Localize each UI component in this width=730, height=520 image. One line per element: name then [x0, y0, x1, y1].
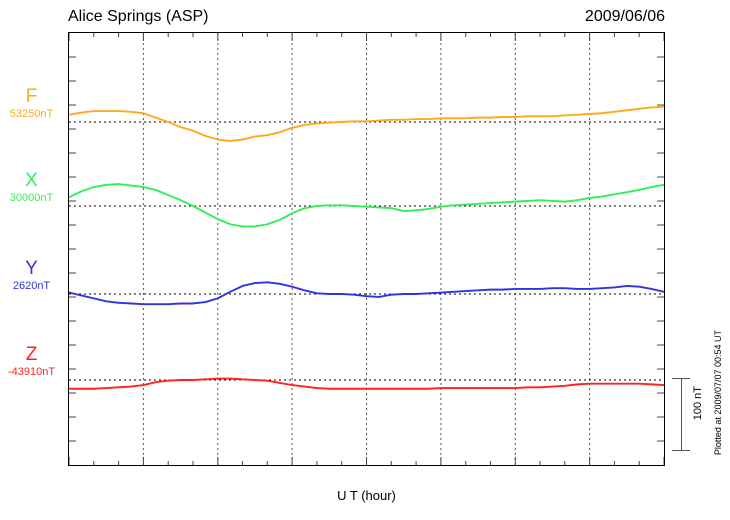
plotted-timestamp: Plotted at 2009/07/07 00:54 UT	[713, 330, 723, 456]
magnetogram-svg	[69, 33, 664, 465]
trace-z	[69, 377, 664, 390]
observation-date: 2009/06/06	[584, 8, 665, 25]
scalebar-label: 100 nT	[692, 386, 704, 421]
plot-area	[68, 32, 665, 466]
component-baseline-x: 30000nT	[9, 192, 54, 204]
trace-f	[69, 105, 664, 142]
trace-y	[69, 281, 664, 306]
component-baseline-z: -43910nT	[7, 366, 56, 378]
component-symbol-f: F	[25, 86, 38, 107]
scalebar-cap-top	[672, 378, 690, 379]
component-label-x: X 30000nT	[0, 171, 63, 204]
component-symbol-z: Z	[25, 344, 38, 365]
component-symbol-x: X	[25, 170, 38, 191]
scalebar-vertical	[681, 378, 682, 451]
component-symbol-y: Y	[25, 258, 38, 279]
page-title: Alice Springs (ASP)	[68, 8, 209, 25]
scalebar-cap-bottom	[672, 450, 690, 451]
component-label-z: Z -43910nT	[0, 345, 63, 378]
component-baseline-f: 53250nT	[9, 108, 54, 120]
component-label-f: F 53250nT	[0, 87, 63, 120]
trace-x	[69, 183, 664, 228]
component-baseline-y: 2620nT	[12, 280, 51, 292]
x-axis-label: U T (hour)	[337, 488, 396, 503]
component-label-y: Y 2620nT	[0, 259, 63, 292]
